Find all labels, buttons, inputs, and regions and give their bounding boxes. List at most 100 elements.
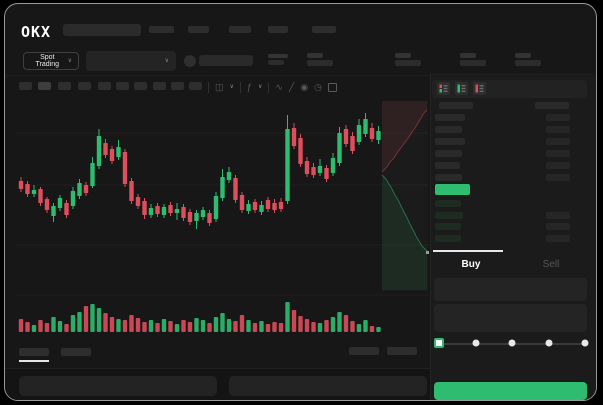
price-change-placeholder xyxy=(268,60,284,65)
panel-divider[interactable] xyxy=(430,73,431,400)
stat-label-placeholder xyxy=(460,53,476,58)
order-price-placeholder xyxy=(435,234,461,242)
orderbook-price-header xyxy=(439,102,473,109)
slider-stop[interactable] xyxy=(508,339,516,347)
trade-tabs: Buy Sell xyxy=(431,256,591,272)
indicators-icon[interactable]: ƒ xyxy=(246,82,252,92)
price-input[interactable] xyxy=(434,278,587,301)
orderbook-row-ask[interactable] xyxy=(435,162,570,169)
order-price-placeholder xyxy=(435,174,462,181)
header-divider xyxy=(5,75,596,76)
order-amount-placeholder xyxy=(546,162,570,169)
stat-value-placeholder xyxy=(460,60,486,66)
interval-button[interactable] xyxy=(153,82,166,90)
chevron-down-icon[interactable]: ∨ xyxy=(229,84,234,90)
active-tab-underline xyxy=(19,360,49,362)
chart-bottom-action[interactable] xyxy=(349,347,379,355)
amount-input[interactable] xyxy=(434,304,587,332)
interval-button[interactable] xyxy=(116,82,129,90)
orderbook-row-bid[interactable] xyxy=(435,223,570,231)
slider-stop[interactable] xyxy=(472,339,479,347)
order-price-placeholder xyxy=(435,211,463,219)
divider xyxy=(208,81,209,93)
slider-handle[interactable] xyxy=(434,338,444,348)
order-amount-placeholder xyxy=(546,126,570,133)
interval-button[interactable] xyxy=(19,82,32,90)
orderbook-layout-asks-icon[interactable] xyxy=(473,82,486,95)
orderbook-row-ask[interactable] xyxy=(435,138,570,145)
slider-stop[interactable] xyxy=(545,339,552,347)
stat-label-placeholder xyxy=(515,53,531,58)
history-icon[interactable]: ◷ xyxy=(314,81,323,92)
orders-panel-placeholder xyxy=(229,376,427,396)
nav-item-placeholder[interactable] xyxy=(268,26,288,33)
nav-item-placeholder[interactable] xyxy=(312,26,336,33)
spot-trading-dropdown[interactable]: Spot Trading ∨ xyxy=(23,52,79,70)
orderbook-row-bid[interactable] xyxy=(435,234,570,242)
order-price-placeholder xyxy=(435,223,461,231)
order-amount-placeholder xyxy=(546,114,570,121)
tab-sell[interactable]: Sell xyxy=(542,258,560,270)
chart-tools: ◫ ∨ ƒ ∨ ∿ ╱ ◉ ◷ xyxy=(208,80,338,94)
section-divider xyxy=(5,368,431,369)
chevron-down-icon: ∨ xyxy=(164,58,169,64)
stat-value-placeholder xyxy=(515,60,541,66)
nav-item-placeholder[interactable] xyxy=(188,26,209,33)
screenshot-icon[interactable]: ◉ xyxy=(300,81,309,92)
line-tool-icon[interactable]: ∿ xyxy=(275,81,283,92)
order-amount-placeholder xyxy=(546,174,570,181)
nav-item-placeholder[interactable] xyxy=(149,26,174,33)
okx-logo[interactable]: OKX xyxy=(21,23,52,41)
app-window: OKX Spot Trading ∨ ∨ ◫ ∨ ƒ ∨ ∿ ╱ ◉ ◷ xyxy=(4,3,597,401)
orderbook-row-ask[interactable] xyxy=(435,174,570,181)
chart-bottom-tab[interactable] xyxy=(61,348,91,356)
orderbook-layout-bids-icon[interactable] xyxy=(455,82,468,95)
interval-button[interactable] xyxy=(78,82,91,90)
order-price-placeholder xyxy=(435,126,462,133)
orderbook-bids xyxy=(435,200,570,242)
interval-button[interactable] xyxy=(38,82,51,90)
last-price-placeholder xyxy=(268,54,288,58)
last-price-bar[interactable] xyxy=(435,184,470,195)
order-price-placeholder xyxy=(435,138,465,145)
order-amount-placeholder xyxy=(546,138,570,145)
order-price-placeholder xyxy=(435,114,465,121)
interval-button[interactable] xyxy=(58,82,71,90)
order-amount-placeholder xyxy=(546,211,570,219)
orderbook-row-bid[interactable] xyxy=(435,211,570,219)
order-amount-placeholder xyxy=(546,223,570,231)
slider-stop[interactable] xyxy=(581,339,589,347)
stat-label-placeholder xyxy=(307,53,323,58)
nav-item-placeholder[interactable] xyxy=(229,26,251,33)
price-chart[interactable] xyxy=(17,101,429,345)
interval-button[interactable] xyxy=(98,82,111,90)
stat-value-placeholder xyxy=(307,60,333,66)
orderbook-row-ask[interactable] xyxy=(435,150,570,157)
chart-bottom-tab-active[interactable] xyxy=(19,348,49,356)
orderbook-row-ask[interactable] xyxy=(435,114,570,121)
interval-button[interactable] xyxy=(134,82,147,90)
coin-icon xyxy=(184,55,196,67)
draw-tool-icon[interactable]: ╱ xyxy=(288,81,295,92)
orderbook-layout-combined-icon[interactable] xyxy=(437,82,450,95)
orders-panel-placeholder xyxy=(19,376,217,396)
order-price-placeholder xyxy=(435,162,460,169)
chevron-down-icon[interactable]: ∨ xyxy=(257,84,263,90)
stat-label-placeholder xyxy=(395,53,411,58)
pair-selector-dropdown[interactable]: ∨ xyxy=(86,51,176,71)
chart-style-icon[interactable]: ◫ xyxy=(215,81,224,92)
orderbook-asks xyxy=(435,114,570,181)
orderbook-toolbar xyxy=(432,80,587,98)
chevron-down-icon: ∨ xyxy=(67,58,72,64)
divider xyxy=(239,81,241,93)
buy-submit-button[interactable] xyxy=(434,382,587,400)
chart-bottom-action[interactable] xyxy=(387,347,417,355)
orderbook-row-bid[interactable] xyxy=(435,200,570,207)
orderbook-row-ask[interactable] xyxy=(435,126,570,133)
tab-buy[interactable]: Buy xyxy=(461,258,481,270)
interval-button[interactable] xyxy=(189,82,202,90)
search-input[interactable] xyxy=(63,24,141,36)
fullscreen-icon[interactable] xyxy=(328,82,338,92)
interval-button[interactable] xyxy=(171,82,184,90)
amount-percent-slider[interactable] xyxy=(432,337,592,351)
